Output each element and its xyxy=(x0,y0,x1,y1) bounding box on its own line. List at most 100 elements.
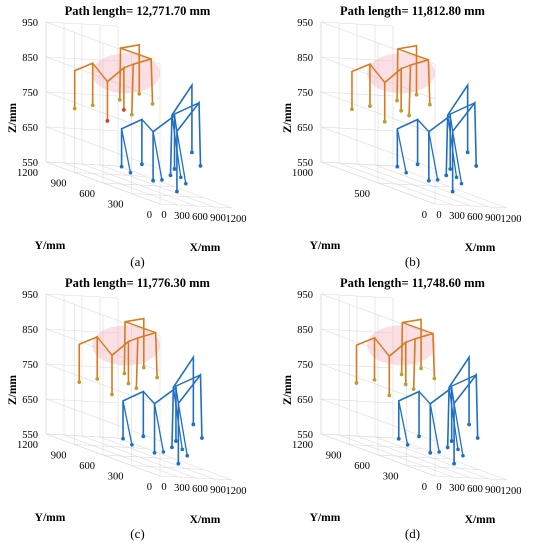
orange-connector xyxy=(397,48,429,61)
x-tick-label: 1200 xyxy=(226,486,247,497)
x-tick-label: 300 xyxy=(449,483,465,494)
blue-path xyxy=(445,82,469,176)
orange-connector xyxy=(120,47,152,60)
y-tick-label: 300 xyxy=(383,472,399,483)
grid xyxy=(320,21,508,209)
orange-point xyxy=(382,119,387,124)
x-tick-label: 0 xyxy=(161,210,166,221)
blue-path xyxy=(169,82,193,176)
orange-point xyxy=(90,103,95,108)
series-blue xyxy=(395,82,479,194)
orange-path xyxy=(135,331,158,389)
z-tick-label: 850 xyxy=(297,53,313,64)
grid-line xyxy=(320,433,394,439)
y-tick-label: 1200 xyxy=(292,440,313,451)
orange-connector xyxy=(123,63,134,69)
y-tick-label: 900 xyxy=(51,179,67,190)
orange-point xyxy=(350,107,354,112)
blue-point xyxy=(185,453,190,458)
blue-point xyxy=(405,443,410,447)
x-tick-label: 900 xyxy=(485,485,501,496)
orange-path xyxy=(408,58,431,116)
z-axis-label: Z/mm xyxy=(7,375,19,405)
series-blue xyxy=(396,354,480,466)
grid-line xyxy=(377,454,451,460)
chart-plot: 550 650 750 850 950 0 300 600 900 1200 0 500 1000 Z/m… xyxy=(282,18,522,254)
blue-point xyxy=(119,164,124,169)
orange-connector xyxy=(400,64,411,70)
grid xyxy=(45,21,233,209)
orange-path xyxy=(355,336,376,383)
x-tick-label: 600 xyxy=(192,484,208,495)
blue-point xyxy=(404,170,408,175)
blue-point xyxy=(452,461,456,466)
grid-line xyxy=(131,465,204,470)
orange-point xyxy=(129,112,134,117)
blue-leg xyxy=(176,131,187,184)
y-tick-label: 1200 xyxy=(17,168,38,179)
orange-point xyxy=(368,104,372,108)
blue-connector xyxy=(450,387,455,404)
blue-point xyxy=(465,150,470,155)
blue-point xyxy=(172,167,177,171)
x-axis-label: X/mm xyxy=(190,514,221,526)
orange-point xyxy=(399,108,404,113)
grid-line xyxy=(406,465,479,470)
grid-line xyxy=(131,193,204,198)
orange-point xyxy=(432,376,437,381)
blue-path xyxy=(176,100,202,192)
blue-connector xyxy=(171,102,200,116)
orange-path xyxy=(412,332,436,390)
grid-line xyxy=(102,182,176,188)
blue-path xyxy=(451,100,478,192)
grid-line xyxy=(349,444,422,449)
y-tick-label: 0 xyxy=(147,482,152,493)
x-tick-label: 1200 xyxy=(501,214,522,225)
z-tick-label: 650 xyxy=(297,395,313,406)
x-tick-label: 0 xyxy=(161,482,166,493)
z-tick-label: 750 xyxy=(297,88,313,99)
blue-point xyxy=(459,181,464,186)
blue-leg xyxy=(448,387,459,450)
orange-point xyxy=(105,118,110,123)
x-tick-label: 300 xyxy=(174,483,190,494)
blue-leg xyxy=(451,131,463,184)
orange-path xyxy=(119,43,141,100)
orange-path xyxy=(383,67,402,122)
x-tick-label: 900 xyxy=(210,485,226,496)
blue-point xyxy=(160,178,164,182)
blue-point xyxy=(449,439,454,443)
blue-point xyxy=(168,173,173,178)
z-axis-label: Z/mm xyxy=(282,103,294,133)
y-tick-label: 600 xyxy=(354,461,370,472)
orange-point xyxy=(72,106,77,111)
blue-path xyxy=(152,114,176,181)
blue-connector xyxy=(173,374,201,388)
chart-panel-1: Path length= 12,771.70 mm 550 650 750 850 950… xyxy=(0,0,275,271)
chart-title: Path length= 11,812.80 mm xyxy=(340,4,485,18)
y-tick-label: 0 xyxy=(422,210,427,221)
orange-point xyxy=(126,381,131,386)
grid-line xyxy=(45,433,119,439)
blue-point xyxy=(161,450,166,454)
orange-path xyxy=(388,340,407,396)
blue-connector xyxy=(448,374,477,388)
orange-path xyxy=(78,335,99,383)
z-tick-label: 750 xyxy=(297,360,313,371)
y-tick-label: 0 xyxy=(422,482,427,493)
orange-point xyxy=(411,387,416,392)
blue-connector xyxy=(142,391,156,405)
orange-connector xyxy=(402,321,434,335)
orange-point xyxy=(77,380,82,385)
chart-title: Path length= 12,771.70 mm xyxy=(64,4,211,18)
blue-point xyxy=(179,175,183,180)
x-tick-label: 600 xyxy=(467,484,483,495)
grid-line xyxy=(320,161,394,167)
x-tick-label: 600 xyxy=(192,212,208,223)
blue-point xyxy=(395,164,400,169)
z-tick-label: 650 xyxy=(297,123,313,134)
blue-path xyxy=(171,354,195,448)
orange-path xyxy=(131,57,154,115)
z-tick-label: 850 xyxy=(297,325,313,336)
x-tick-label: 300 xyxy=(174,211,190,222)
